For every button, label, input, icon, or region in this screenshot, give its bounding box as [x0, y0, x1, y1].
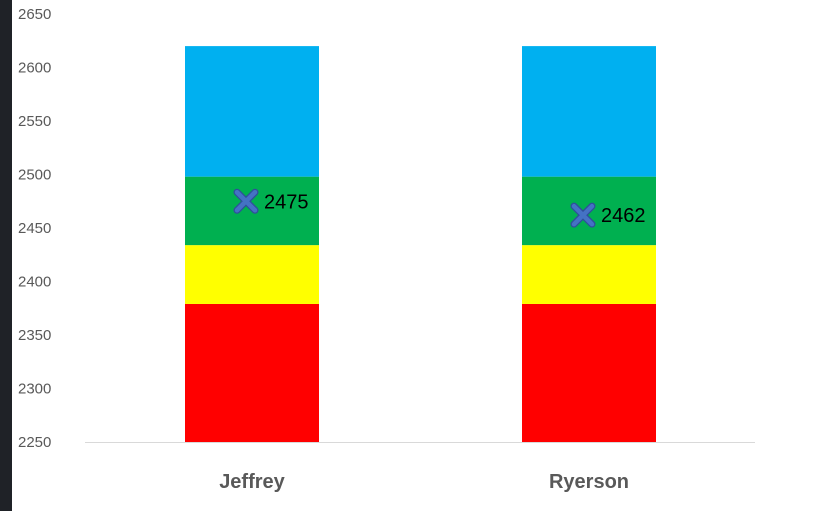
- bar-segment: [185, 303, 319, 442]
- bar-segment: [185, 245, 319, 304]
- bar-segments: [185, 46, 656, 442]
- y-tick-label: 2250: [18, 434, 51, 451]
- y-tick-label: 2350: [18, 327, 51, 344]
- y-tick-label: 2600: [18, 60, 51, 77]
- bar-segment: [522, 46, 656, 177]
- x-marker: [233, 188, 259, 214]
- y-tick-label: 2450: [18, 220, 51, 237]
- y-tick-label: 2400: [18, 274, 51, 291]
- bar-segment: [522, 245, 656, 304]
- bar-segment: [522, 303, 656, 442]
- value-markers: 2475 2462: [233, 188, 646, 228]
- y-tick-label: 2300: [18, 381, 51, 398]
- y-tick-label: 2550: [18, 113, 51, 130]
- marker-value-label: 2462: [601, 205, 646, 227]
- y-tick-label: 2650: [18, 6, 51, 23]
- stacked-bar-chart: 2250 2300 2350 2400 2450 2500 2550 2600 2650 Jef…: [18, 6, 755, 493]
- y-tick-label: 2500: [18, 167, 51, 184]
- x-marker: [570, 202, 596, 228]
- marker-value-label: 2475: [264, 191, 309, 213]
- y-axis-ticks: 2250 2300 2350 2400 2450 2500 2550 2600 2650: [18, 6, 51, 451]
- x-category-label: Ryerson: [549, 471, 629, 493]
- category-labels: Jeffrey Ryerson: [219, 471, 629, 493]
- bar-segment: [185, 46, 319, 177]
- x-category-label: Jeffrey: [219, 471, 285, 493]
- chart-area: 2250 2300 2350 2400 2450 2500 2550 2600 2650 Jef…: [12, 0, 834, 511]
